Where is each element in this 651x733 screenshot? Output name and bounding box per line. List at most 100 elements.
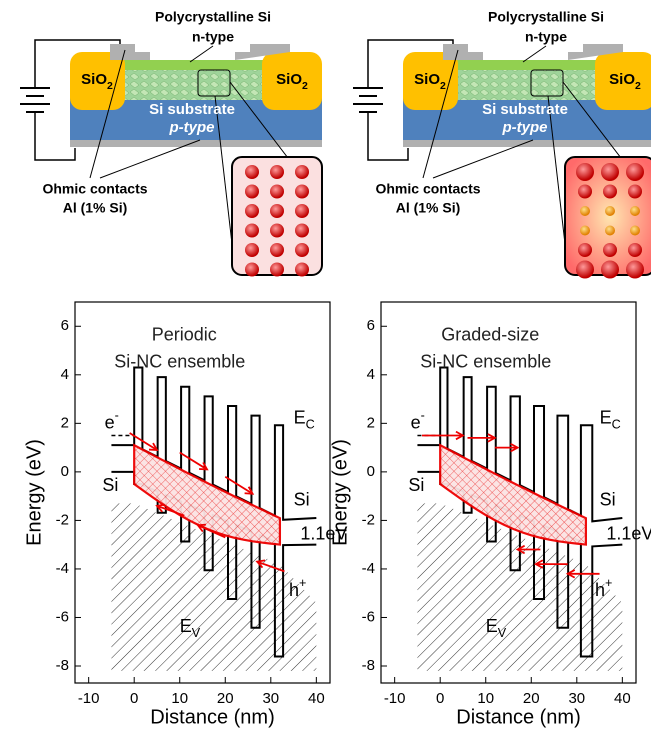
electron-label-sup: - [421,409,425,423]
electron-label: e- [411,409,425,432]
electron-label-sup: - [115,409,119,423]
oxide-label-sub: 2 [440,80,446,92]
x-tick-label: 40 [308,690,325,707]
nanocrystal [578,184,592,199]
nanocrystal [295,262,309,277]
x-tick-label: 20 [217,690,234,707]
oxide-label-sub: 2 [302,80,308,92]
oxide-label-sub: 2 [635,80,641,92]
doping-top: n-type [192,29,234,45]
y-tick-label: -2 [56,511,69,528]
oxide-label-main: SiO [414,71,440,88]
schematic-title: Polycrystalline Si [488,9,604,25]
contacts-label: Ohmic contacts [375,181,480,197]
carrier-arrow [179,451,208,471]
x-tick-label: 10 [477,690,494,707]
y-tick-label: -4 [362,560,375,577]
y-tick-label: 6 [61,317,69,334]
nanocrystal [626,163,644,181]
y-axis-label: Energy (eV) [23,439,45,546]
right-si-label: Si [294,490,310,510]
hole-label-main: h [595,580,605,600]
y-tick-label: -8 [56,657,69,674]
x-tick-label: 40 [614,690,631,707]
nanocrystal [578,243,592,257]
x-tick-label: -10 [78,690,100,707]
arrow-head [255,559,266,569]
nanocrystal [295,204,309,218]
left-si-label: Si [102,475,118,495]
valence-label: EV [180,616,201,641]
miniband [439,443,588,546]
x-tick-label: 20 [523,690,540,707]
x-tick-label: 10 [171,690,188,707]
valence-label: EV [486,616,507,641]
carrier-arrow [156,504,185,517]
wire [34,39,121,88]
nanocrystal [245,223,259,238]
gap-label: 1.1eV [300,524,347,544]
nanocrystal [245,165,259,179]
panel-title: Periodic [152,325,217,345]
top-contact [110,44,150,60]
nanocrystal [576,163,594,181]
nanocrystal [603,184,617,199]
top-contact [235,44,290,60]
conduction-label-sub: C [612,418,621,432]
panel-title: Si-NC ensemble [420,351,551,371]
nanocrystal [580,206,590,216]
y-tick-label: -8 [362,657,375,674]
nanocrystal [295,243,309,257]
x-axis-label: Distance (nm) [150,706,274,728]
top-contact [443,44,483,60]
poly-layer [453,60,598,70]
arrow-head [455,430,465,441]
arrow-head [533,559,544,569]
oxide [595,52,651,110]
contacts-material: Al (1% Si) [396,200,461,216]
electron-label-main: e [105,412,115,432]
nanocrystal [605,225,615,236]
oxide-label-main: SiO [81,71,107,88]
nanocrystal [270,262,284,277]
poly-layer [120,60,265,70]
x-axis-label: Distance (nm) [456,706,580,728]
nc-layer [453,70,598,100]
hole-label-sup: + [605,576,612,590]
nanocrystal [601,163,619,181]
y-tick-label: -6 [56,608,69,625]
y-tick-label: -4 [56,560,69,577]
hole-label-main: h [289,580,299,600]
valence-hatch [417,503,623,671]
carrier-arrow [197,524,226,539]
substrate-label: Si substrate [149,101,235,118]
pointer [89,49,126,179]
x-tick-label: 0 [436,690,444,707]
nanocrystal [270,204,284,218]
nanocrystal [270,243,284,257]
hole-label: h+ [595,576,612,599]
oxide-label: SiO2 [81,71,113,92]
conduction-label: EC [294,407,315,432]
x-tick-label: 30 [568,690,585,707]
zoom-box [530,69,564,97]
back-contact [70,140,322,147]
y-tick-label: 6 [367,317,375,334]
arrow-head [487,433,497,443]
nanocrystal [580,225,590,236]
nanocrystal [576,260,594,279]
panel-title: Graded-size [441,325,539,345]
panel-title: Si-NC ensemble [114,351,245,371]
hole-label-sup: + [299,576,306,590]
oxide-label-sub: 2 [107,80,113,92]
oxide-label: SiO2 [609,71,641,92]
arrow-head [510,442,520,453]
contacts-material: Al (1% Si) [63,200,128,216]
nanocrystal [270,165,284,179]
y-tick-label: -6 [362,608,375,625]
doping-bottom: p-type [169,119,215,136]
nc-layer [120,70,265,100]
top-contact [568,44,623,60]
x-tick-label: 0 [130,690,138,707]
pointer [432,139,534,179]
